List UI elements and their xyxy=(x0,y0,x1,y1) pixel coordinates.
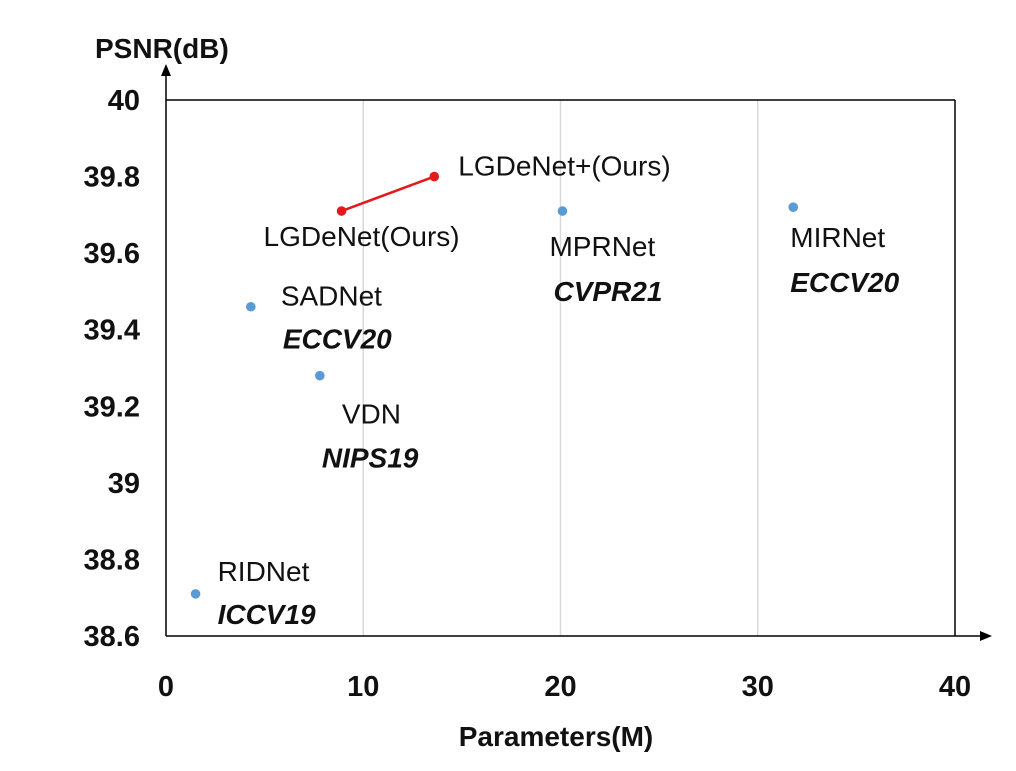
data-point xyxy=(315,370,325,381)
y-axis-title: PSNR(dB) xyxy=(95,33,229,64)
point-label-name: RIDNet xyxy=(218,556,310,587)
tick-labels: 0 10 20 30 40 38.6 38.8 39 39.2 39.4 39.6 39.8 40 xyxy=(84,85,972,703)
point-label-name: VDN xyxy=(342,399,401,430)
point-label-venue: NIPS19 xyxy=(322,443,419,474)
point-label-name: LGDeNet(Ours) xyxy=(264,221,460,252)
grid-lines xyxy=(362,100,759,636)
point-labels: RIDNet ICCV19 SADNet ECCV20 VDN NIPS19 MPRNet C… xyxy=(218,151,900,630)
x-tick-label: 30 xyxy=(742,671,774,703)
y-tick-label: 39 xyxy=(108,468,140,500)
data-point xyxy=(246,301,256,312)
y-tick-label: 39.4 xyxy=(84,315,140,347)
point-label-name: LGDeNet+(Ours) xyxy=(458,151,670,182)
y-tick-label: 39.2 xyxy=(84,391,140,423)
data-point xyxy=(429,171,440,182)
x-tick-label: 0 xyxy=(158,671,174,703)
x-tick-label: 10 xyxy=(347,671,379,703)
point-label-venue: ECCV20 xyxy=(283,324,392,355)
y-tick-label: 39.8 xyxy=(84,162,140,194)
x-axis-arrow-icon xyxy=(980,631,992,641)
y-axis-arrow-icon xyxy=(161,64,171,76)
y-tick-label: 38.8 xyxy=(84,544,140,576)
x-axis-title: Parameters(M) xyxy=(459,721,654,752)
y-tick-label: 40 xyxy=(108,85,140,117)
x-tick-label: 20 xyxy=(544,671,576,703)
connector-line xyxy=(341,175,435,213)
plot-frame xyxy=(161,64,992,641)
data-point xyxy=(336,206,347,216)
point-label-venue: ECCV20 xyxy=(790,267,899,298)
point-label-name: SADNet xyxy=(281,281,382,312)
data-point xyxy=(190,589,201,599)
x-tick-label: 40 xyxy=(939,671,971,703)
point-label-name: MIRNet xyxy=(790,222,885,253)
y-tick-label: 39.6 xyxy=(84,238,140,270)
y-tick-label: 38.6 xyxy=(84,621,140,653)
data-points xyxy=(190,171,799,599)
point-label-venue: CVPR21 xyxy=(553,276,662,307)
connector-segment xyxy=(341,175,435,213)
data-point xyxy=(557,206,568,216)
point-label-venue: ICCV19 xyxy=(218,599,316,630)
data-point xyxy=(788,202,799,212)
point-label-name: MPRNet xyxy=(549,231,655,262)
